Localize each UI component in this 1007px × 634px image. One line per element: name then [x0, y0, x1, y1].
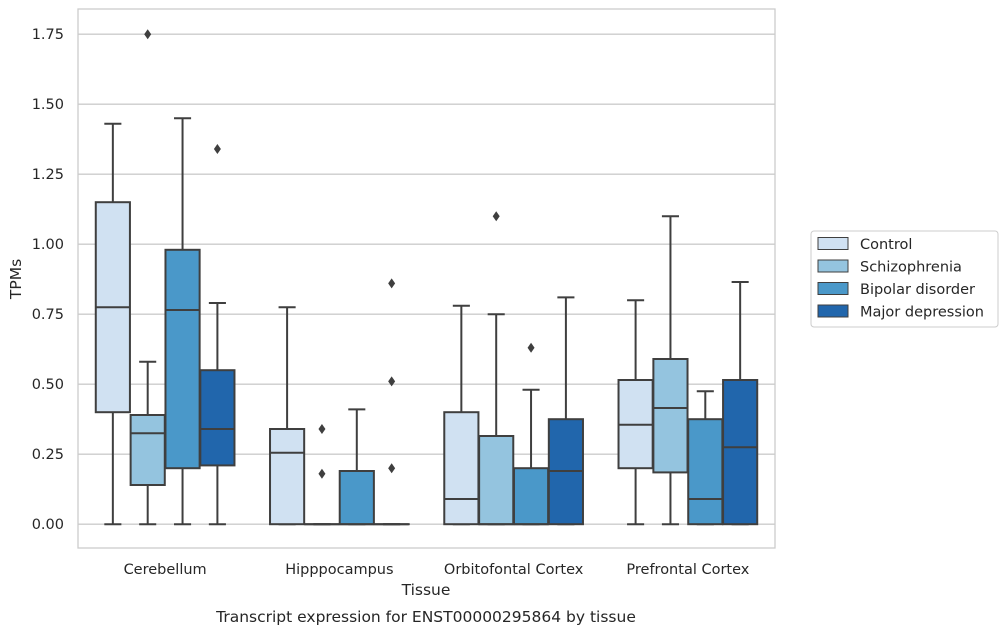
x-axis-ticks: Cerebellum Hipppocampus Orbitofontal Corte… — [124, 562, 750, 578]
legend-swatch — [817, 282, 849, 295]
box — [443, 411, 480, 526]
y-tick-label: 1.00 — [32, 237, 64, 253]
y-tick-label: 0.25 — [32, 447, 64, 463]
legend-frame — [810, 230, 999, 328]
box-element — [512, 342, 550, 526]
box-element — [129, 29, 166, 526]
legend-swatch — [817, 259, 849, 273]
outlier-point — [213, 144, 221, 154]
outlier-point — [318, 468, 326, 479]
box — [652, 358, 689, 474]
y-axis-label: TPMs — [7, 259, 25, 300]
outlier-point — [318, 424, 326, 434]
box-groups — [94, 29, 759, 526]
y-tick-label: 1.25 — [32, 167, 64, 183]
y-tick-label: 1.75 — [32, 27, 64, 43]
box-element — [303, 424, 341, 526]
legend-label: Schizophrenia — [860, 260, 962, 276]
y-tick-label: 0.75 — [32, 307, 64, 323]
box — [687, 418, 724, 526]
box — [199, 369, 236, 467]
y-tick-label: 0.00 — [32, 517, 64, 533]
box-element — [687, 390, 724, 526]
box — [338, 470, 375, 526]
legend-swatch — [817, 304, 849, 318]
legend-label: Major depression — [860, 305, 984, 321]
y-tick-label: 1.50 — [32, 97, 64, 113]
box-element — [199, 144, 236, 526]
box-element — [617, 299, 654, 526]
x-tick-label: Orbitofontal Cortex — [444, 562, 584, 578]
box-element — [478, 211, 515, 526]
box-element — [338, 408, 375, 526]
box-element — [94, 122, 131, 526]
x-axis-label: Tissue — [401, 581, 451, 599]
box — [478, 435, 515, 526]
outlier-point — [388, 376, 396, 387]
plot-frame — [77, 8, 776, 549]
box — [269, 428, 306, 526]
box — [164, 248, 201, 470]
box — [512, 467, 550, 526]
y-tick-label: 0.50 — [32, 377, 64, 393]
box-element — [373, 278, 410, 526]
outlier-point — [144, 29, 152, 40]
outlier-point — [492, 211, 500, 222]
legend: Control Schizophrenia Bipolar disorder Majo… — [810, 230, 999, 328]
outlier-point — [527, 342, 535, 353]
x-tick-label: Prefrontal Cortex — [626, 562, 749, 578]
box-element — [443, 304, 480, 526]
box-element — [652, 215, 689, 526]
box-element — [164, 117, 201, 526]
legend-swatch — [817, 237, 849, 250]
outlier-point — [388, 463, 396, 474]
y-axis-ticks: 0.00 0.25 0.50 0.75 1.00 1.25 1.50 1.75 — [32, 27, 64, 533]
box — [129, 414, 166, 486]
box-element — [269, 306, 306, 526]
box-element — [722, 281, 759, 526]
outlier-point — [388, 278, 396, 289]
legend-label: Control — [860, 237, 912, 253]
box — [722, 379, 759, 526]
x-tick-label: Cerebellum — [124, 562, 207, 578]
x-tick-label: Hipppocampus — [285, 562, 393, 578]
chart-caption: Transcript expression for ENST0000029586… — [215, 608, 636, 626]
legend-label: Bipolar disorder — [860, 282, 975, 298]
box-element — [547, 296, 584, 526]
